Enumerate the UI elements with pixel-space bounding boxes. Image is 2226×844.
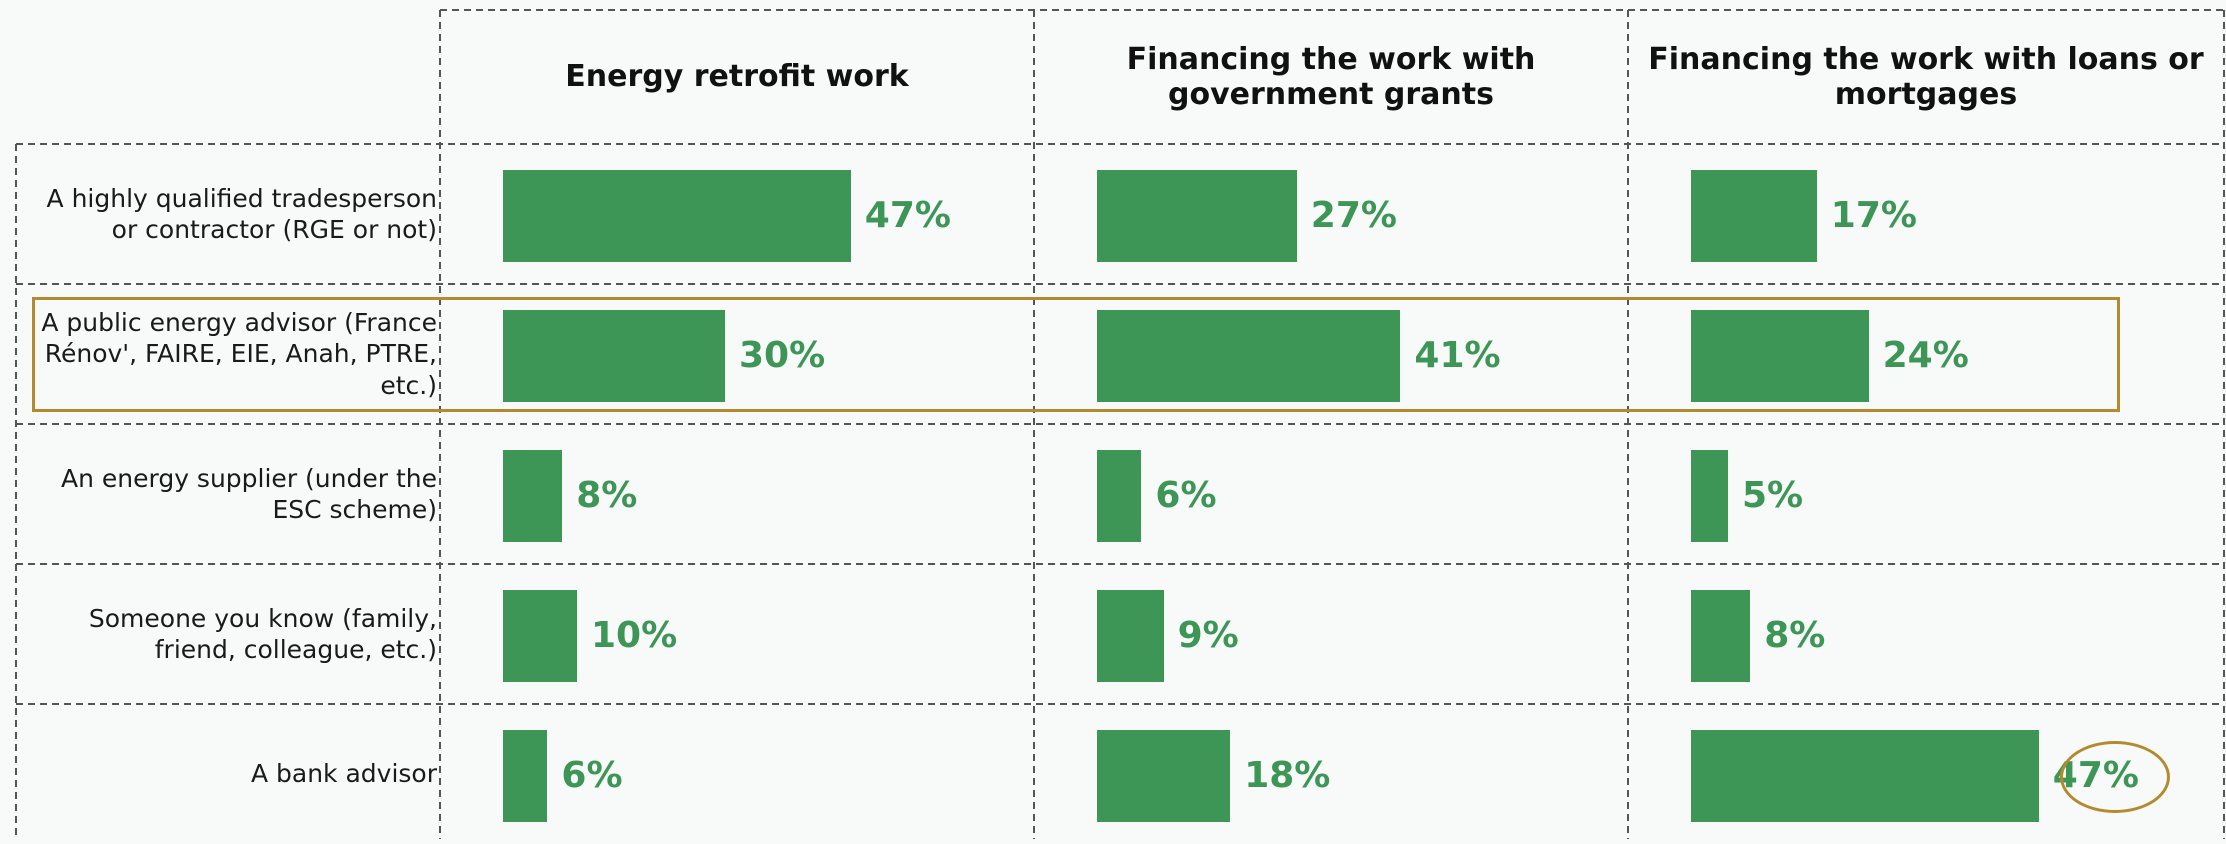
value-label-r1-c0: 30% (739, 335, 826, 376)
value-label-r0-c0: 47% (864, 195, 951, 236)
bar-r1-c2 (1691, 310, 1869, 402)
value-label-r0-c1: 27% (1310, 195, 1397, 236)
value-label-r2-c1: 6% (1155, 475, 1217, 516)
bar-r3-c2 (1691, 590, 1751, 682)
bar-r1-c0 (503, 310, 725, 402)
value-label-r3-c0: 10% (591, 615, 678, 656)
column-header-loans-mortgages: Financing the work with loans or mortgag… (1648, 41, 2204, 112)
bar-r2-c0 (503, 450, 563, 542)
value-label-r2-c0: 8% (576, 475, 638, 516)
value-label-r1-c1: 41% (1414, 335, 1501, 376)
row-label-energy-supplier: An energy supplier (under the ESC scheme… (60, 463, 437, 524)
bar-r3-c1 (1097, 590, 1164, 682)
bar-r4-c2 (1691, 730, 2039, 822)
bar-r0-c0 (503, 170, 851, 262)
row-label-bank-advisor: A bank advisor (250, 759, 437, 789)
column-header-energy-retrofit: Energy retrofit work (565, 59, 909, 95)
value-label-r1-c2: 24% (1882, 335, 1969, 376)
value-label-r4-c1: 18% (1244, 755, 1331, 796)
bar-r2-c2 (1691, 450, 1728, 542)
value-label-r2-c2: 5% (1742, 475, 1804, 516)
value-label-r3-c1: 9% (1177, 615, 1239, 656)
bar-r0-c1 (1097, 170, 1297, 262)
bar-r4-c0 (503, 730, 548, 822)
value-label-r3-c2: 8% (1764, 615, 1826, 656)
row-label-someone-you-know: Someone you know (family, friend, collea… (88, 603, 437, 664)
value-label-r4-c2: 47% (2052, 755, 2139, 796)
bar-r2-c1 (1097, 450, 1142, 542)
row-label-public-energy-advisor: A public energy advisor (France Rénov', … (41, 308, 437, 400)
value-label-r0-c2: 17% (1830, 195, 1917, 236)
bar-r0-c2 (1691, 170, 1817, 262)
value-label-r4-c0: 6% (561, 755, 623, 796)
column-header-government-grants: Financing the work with government grant… (1126, 41, 1536, 112)
bar-r3-c0 (503, 590, 577, 682)
bar-r1-c1 (1097, 310, 1401, 402)
row-label-tradesperson: A highly qualified tradesperson or contr… (46, 183, 437, 244)
bar-r4-c1 (1097, 730, 1231, 822)
